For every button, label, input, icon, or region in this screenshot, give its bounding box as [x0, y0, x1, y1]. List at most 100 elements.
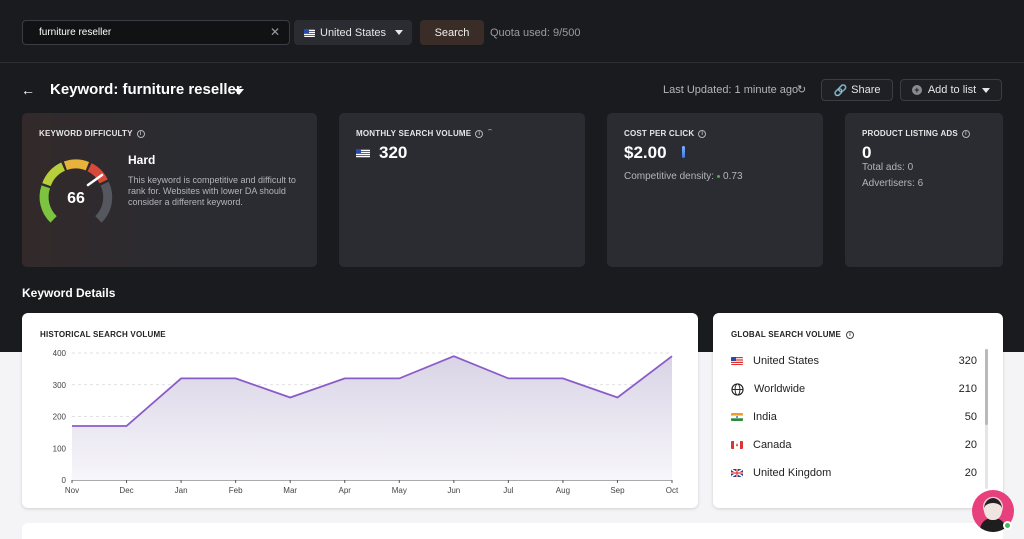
add-to-list-button[interactable]: + Add to list	[900, 79, 1002, 101]
globe-icon	[731, 382, 744, 396]
clear-icon[interactable]: ✕	[270, 25, 281, 39]
info-icon[interactable]: i	[698, 129, 707, 138]
chart-area-fill	[72, 356, 672, 480]
us-flag-icon	[304, 28, 315, 37]
country-select-label: United States	[320, 26, 387, 39]
total-ads-text: Total ads: 0	[862, 162, 914, 173]
info-icon[interactable]: i	[136, 129, 145, 138]
chevron-down-icon	[982, 87, 991, 93]
historical-search-volume-chart: 0 100 200 300 400 Nov Dec Jan Feb Mar Apr May Jun Ju…	[53, 349, 679, 495]
country-name: India	[753, 411, 777, 423]
refresh-icon[interactable]: ↻	[797, 84, 807, 96]
list-item[interactable]: United States 320	[731, 352, 977, 370]
list-item[interactable]: Worldwide 210	[731, 380, 977, 398]
product-listing-ads-card: PRODUCT LISTING ADS i 0 Total ads: 0 Adve…	[845, 113, 1003, 267]
country-name: Worldwide	[754, 383, 806, 395]
chart-y-tick-label: 400	[53, 349, 67, 358]
country-name: United Kingdom	[753, 467, 832, 479]
cost-per-click-title: COST PER CLICK i	[624, 129, 707, 138]
section-title: Keyword Details	[22, 286, 116, 300]
historical-chart-title: HISTORICAL SEARCH VOLUME	[40, 330, 166, 339]
keyword-search-input[interactable]	[22, 20, 290, 45]
loading-spinner-icon	[487, 129, 494, 135]
global-search-volume-title: GLOBAL SEARCH VOLUME i	[731, 330, 855, 339]
country-name: Canada	[753, 439, 792, 451]
chart-x-tick-label: Jul	[503, 486, 513, 495]
info-icon[interactable]: i	[846, 330, 855, 339]
chart-y-tick-label: 200	[53, 413, 67, 422]
chart-x-tick-label: Feb	[229, 486, 243, 495]
difficulty-score: 66	[67, 190, 85, 207]
uk-flag-icon	[731, 469, 743, 477]
chart-x-tick-label: Sep	[610, 486, 625, 495]
chart-x-tick-label: Dec	[119, 486, 133, 495]
list-item[interactable]: United Kingdom 20	[731, 464, 977, 482]
country-volume: 210	[958, 383, 977, 395]
global-search-volume-panel: GLOBAL SEARCH VOLUME i United States 320 …	[713, 313, 1003, 508]
share-button[interactable]: 🔗 Share	[821, 79, 893, 101]
chart-x-tick-label: Apr	[339, 486, 352, 495]
country-select[interactable]: United States	[294, 20, 412, 45]
global-list-scrollbar[interactable]	[985, 349, 988, 489]
plus-circle-icon: +	[911, 85, 922, 95]
canada-flag-icon	[731, 441, 743, 449]
chart-y-tick-label: 0	[62, 476, 67, 485]
chart-x-tick-label: Nov	[65, 486, 79, 495]
difficulty-level: Hard	[128, 153, 156, 167]
country-name: United States	[753, 355, 820, 367]
info-icon[interactable]: i	[475, 129, 484, 138]
chart-x-tick-label: Mar	[283, 486, 297, 495]
link-icon: 🔗	[833, 84, 848, 97]
info-icon[interactable]: i	[961, 129, 970, 138]
cost-per-click-value: $2.00	[624, 143, 667, 162]
keyword-difficulty-card: KEYWORD DIFFICULTY i 66 Hard This keyword…	[22, 113, 317, 267]
monthly-search-volume-card: MONTHLY SEARCH VOLUME i 320	[339, 113, 585, 267]
list-item[interactable]: Canada 20	[731, 436, 977, 454]
header-divider	[0, 62, 1024, 63]
chart-y-tick-label: 100	[53, 444, 67, 453]
cost-per-click-card: COST PER CLICK i $2.00 Competitive densit…	[607, 113, 823, 267]
page-title: Keyword: furniture reseller	[50, 81, 242, 98]
us-flag-icon	[731, 357, 743, 365]
add-to-list-label: Add to list	[927, 84, 977, 96]
chart-y-tick-label: 300	[53, 381, 67, 390]
keyword-difficulty-title: KEYWORD DIFFICULTY i	[39, 129, 145, 138]
chart-x-tick-label: Oct	[666, 486, 679, 495]
monthly-search-volume-value: 320	[379, 143, 408, 162]
product-listing-ads-title: PRODUCT LISTING ADS i	[862, 129, 970, 138]
chart-x-tick-label: May	[392, 486, 407, 495]
chart-x-tick-label: Aug	[556, 486, 570, 495]
search-button[interactable]: Search	[420, 20, 484, 45]
chart-x-tick-label: Jan	[175, 486, 188, 495]
us-flag-icon	[356, 149, 370, 158]
india-flag-icon	[731, 413, 743, 421]
density-dot-icon	[717, 174, 721, 178]
historical-search-volume-panel: HISTORICAL SEARCH VOLUME 0 100 200 300 400 N…	[22, 313, 698, 508]
chevron-down-icon	[395, 30, 403, 35]
avatar-body	[980, 518, 1006, 532]
last-updated-text: Last Updated: 1 minute ago	[663, 84, 799, 96]
country-volume: 50	[964, 411, 977, 423]
monthly-search-volume-title: MONTHLY SEARCH VOLUME i	[356, 129, 494, 138]
country-volume: 20	[964, 439, 977, 451]
cpc-indicator-bar	[682, 146, 685, 158]
advertisers-text: Advertisers: 6	[862, 178, 924, 189]
country-volume: 320	[958, 355, 977, 367]
quota-text: Quota used: 9/500	[490, 26, 581, 39]
next-panel-edge	[22, 523, 1003, 539]
back-arrow-icon[interactable]: ←	[21, 82, 35, 98]
difficulty-gauge: 66	[39, 159, 113, 223]
competitive-density: Competitive density: 0.73	[624, 171, 743, 182]
chart-series-line	[72, 355, 673, 427]
share-button-label: Share	[851, 84, 881, 96]
avatar-face	[984, 498, 1002, 520]
product-listing-ads-value: 0	[862, 143, 872, 162]
keyword-dropdown-icon[interactable]	[234, 89, 244, 95]
search-bar: ✕ United States Search Quota used: 9/500	[22, 20, 581, 45]
country-volume: 20	[964, 467, 977, 479]
difficulty-description: This keyword is competitive and difficul…	[128, 175, 296, 207]
online-status-dot	[1003, 521, 1012, 530]
chart-x-tick-label: Jun	[447, 486, 460, 495]
list-item[interactable]: India 50	[731, 408, 977, 426]
scrollbar-thumb[interactable]	[985, 349, 988, 425]
